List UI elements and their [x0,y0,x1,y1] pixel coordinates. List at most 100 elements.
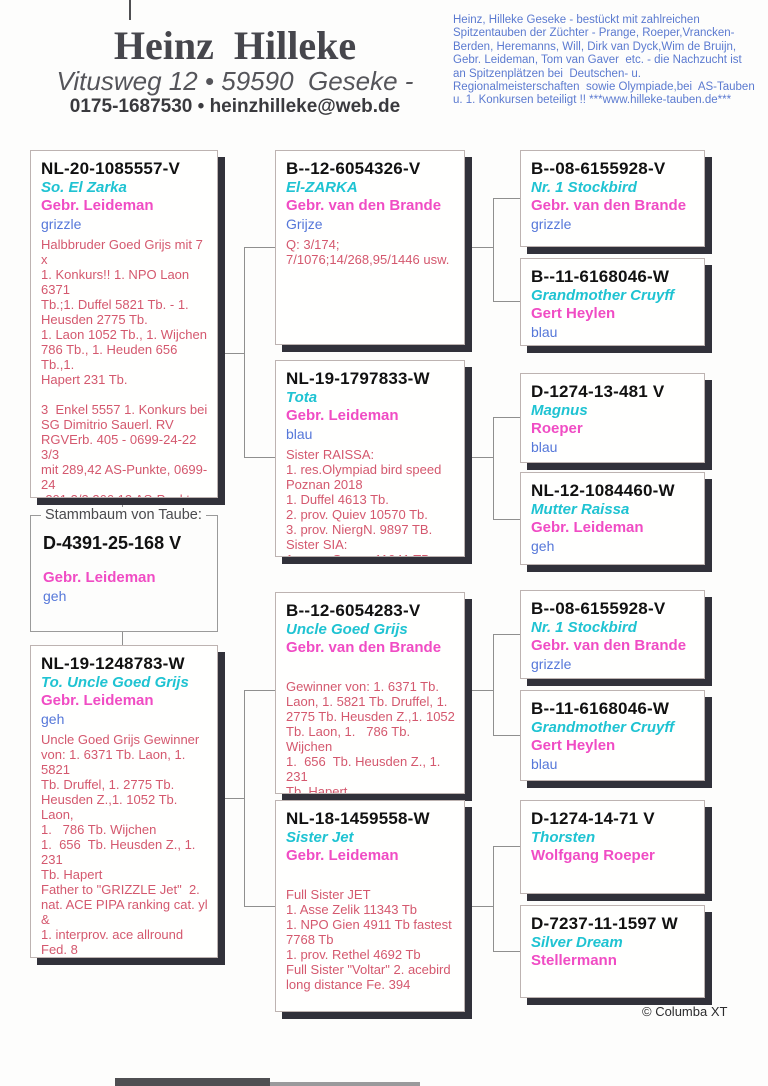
scan-mark-bottom-faint [270,1082,420,1086]
subject-pigeon-box: Stammbaum von Taube: D-4391-25-168 V Geb… [30,507,218,632]
pigeon-name: El-ZARKA [286,179,358,196]
ring-number: NL-12-1084460-W [531,481,675,500]
ring-number: NL-19-1797833-W [286,369,430,388]
color-label [531,970,698,988]
performance-text: Gewinner von: 1. 6371 Tb. Laon, 1. 5821 … [286,679,455,794]
connector-line [122,632,123,645]
performance-text: Uncle Goed Grijs Gewinner von: 1. 6371 T… [41,732,208,957]
connector-line [244,690,275,691]
connector-line [219,353,244,354]
breeder-name: Roeper [531,420,583,437]
connector-line [493,951,520,952]
ring-number: D-1274-13-481 V [531,382,665,401]
pedigree-box-grandparent: NL-18-1459558-W Sister Jet Gebr. Leidema… [275,800,465,1012]
connector-line [467,906,493,907]
breeder-name: Gebr. Leideman [531,519,644,536]
performance-text: Halbbruder Goed Grijs mit 7 x 1. Konkurs… [41,237,209,497]
connector-line [244,906,275,907]
color-label: geh [41,711,65,727]
ring-number: NL-18-1459558-W [286,809,430,828]
color-label [286,657,458,675]
connector-line [493,634,494,735]
breeder-name: Stellermann [531,952,617,969]
connector-line [244,247,245,457]
breeder-name: Gebr. Leideman [41,692,154,709]
connector-line [493,846,494,951]
performance-text: Q: 3/174; 7/1076;14/268,95/1446 usw. [286,237,450,267]
breeder-name: Gebr. Leideman [286,847,399,864]
breeder-name: Gert Heylen [531,305,616,322]
scan-mark-top [129,0,131,20]
pedigree-box-great-grandparent: D-7237-11-1597 W Silver Dream Stellerman… [520,905,705,998]
pigeon-name: Silver Dream [531,934,623,951]
pedigree-box-great-grandparent: B--11-6168046-W Grandmother Cruyff Gert … [520,258,705,346]
connector-line [467,457,493,458]
breeder-name: Gebr. van den Brande [286,639,442,656]
color-label [286,865,458,883]
pedigree-box-grandparent: B--12-6054326-V El-ZARKA Gebr. van den B… [275,150,465,345]
color-label: grizzle [41,216,82,232]
address-line: Vitusweg 12 • 59590 Geseke - [56,66,414,96]
connector-line [493,301,520,302]
breeder-name: Gebr. van den Brande [286,197,442,214]
connector-line [244,457,275,458]
color-label [531,865,698,883]
color-label: blau [531,439,558,455]
color-label: geh [43,588,67,604]
connector-line [493,634,520,635]
color-label: blau [531,324,558,340]
pigeon-name: Sister Jet [286,829,354,846]
breeder-name: Gebr. Leideman [41,197,154,214]
ring-number: D-1274-14-71 V [531,809,655,828]
ring-number: B--11-6168046-W [531,699,670,718]
scan-mark-bottom [115,1078,270,1086]
pedigree-box-great-grandparent: D-1274-14-71 V Thorsten Wolfgang Roeper [520,800,705,894]
ring-number: B--08-6155928-V [531,159,666,178]
connector-line [493,417,520,418]
breeder-name: Gert Heylen [531,737,616,754]
connector-line [493,198,494,301]
pedigree-box-grandparent: B--12-6054283-V Uncle Goed Grijs Gebr. v… [275,592,465,794]
connector-line [493,735,520,736]
connector-line [244,247,275,248]
breeder-name: Gebr. Leideman [286,407,399,424]
breeder-name: Gebr. van den Brande [531,637,687,654]
color-label: grizzle [531,656,572,672]
pedigree-box-great-grandparent: B--08-6155928-V Nr. 1 Stockbird Gebr. va… [520,150,705,247]
pigeon-name: Grandmother Cruyff [531,719,675,736]
color-label: geh [531,538,555,554]
pedigree-box-father: NL-20-1085557-V So. El Zarka Gebr. Leide… [30,150,218,498]
color-label: grizzle [531,216,572,232]
ring-number: NL-20-1085557-V [41,159,181,178]
software-credit: © Columba XT [642,1004,728,1019]
pigeon-name: Magnus [531,402,588,419]
pigeon-name: Mutter Raissa [531,501,630,518]
pigeon-name: So. El Zarka [41,179,127,196]
ring-number: D-7237-11-1597 W [531,914,678,933]
connector-line [219,798,244,799]
color-label: Grijze [286,216,323,232]
pigeon-name: To. Uncle Goed Grijs [41,674,189,691]
contact-line: 0175-1687530 • heinzhilleke@web.de [69,96,401,117]
connector-line [493,198,520,199]
ring-number: B--08-6155928-V [531,599,666,618]
pigeon-name: Thorsten [531,829,596,846]
performance-text: Full Sister JET 1. Asse Zelik 11343 Tb 1… [286,887,452,992]
pedigree-box-great-grandparent: B--08-6155928-V Nr. 1 Stockbird Gebr. va… [520,590,705,679]
ring-number: B--11-6168046-W [531,267,670,286]
breeder-name: Gebr. van den Brande [531,197,687,214]
ring-number: B--12-6054326-V [286,159,421,178]
color-label: blau [286,426,313,442]
breeder-name: Gebr. Leideman [43,569,156,586]
breeder-name: Wolfgang Roeper [531,847,655,864]
connector-line [493,519,520,520]
pigeon-name: Tota [286,389,318,406]
pedigree-box-great-grandparent: NL-12-1084460-W Mutter Raissa Gebr. Leid… [520,472,705,565]
ring-number: NL-19-1248783-W [41,654,185,673]
pedigree-box-great-grandparent: B--11-6168046-W Grandmother Cruyff Gert … [520,690,705,781]
connector-line [467,690,493,691]
pedigree-box-grandparent: NL-19-1797833-W Tota Gebr. Leideman blau… [275,360,465,557]
ring-number: D-4391-25-168 V [43,533,182,553]
pedigree-box-great-grandparent: D-1274-13-481 V Magnus Roeper blau [520,373,705,463]
ring-number: B--12-6054283-V [286,601,421,620]
